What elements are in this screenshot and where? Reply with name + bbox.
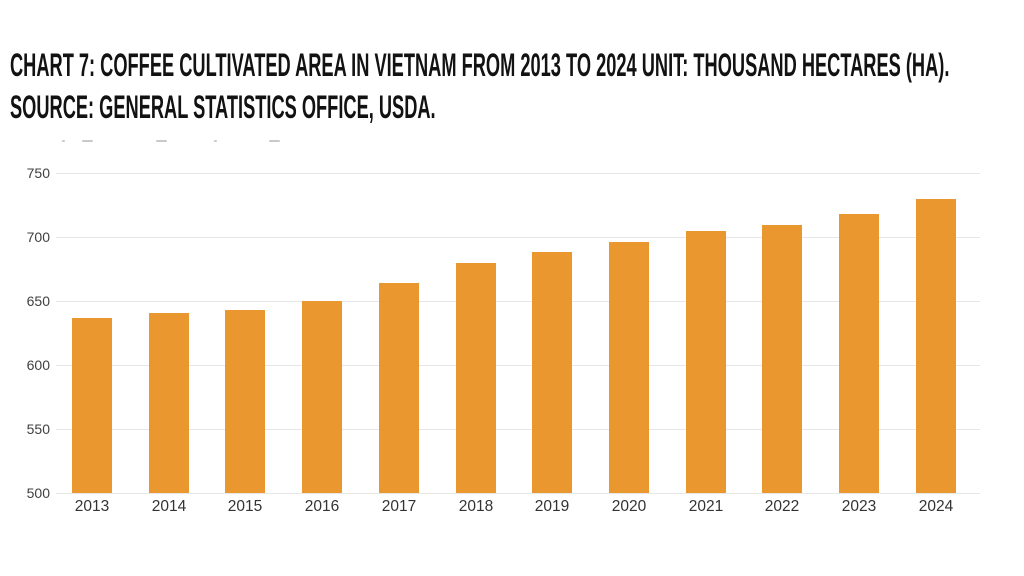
y-tick-label-600: 600 (26, 357, 50, 373)
bar-2017 (379, 283, 419, 493)
gridline-700 (56, 237, 980, 238)
x-tick-label-2021: 2021 (688, 498, 724, 515)
bar-2022 (762, 225, 802, 493)
y-tick-label-650: 650 (26, 293, 50, 309)
x-tick-label-2018: 2018 (458, 498, 494, 515)
bar-2023 (839, 214, 879, 493)
gridline-550 (56, 429, 980, 430)
bar-2014 (149, 313, 189, 493)
y-tick-label-750: 750 (26, 165, 50, 181)
x-tick-label-2017: 2017 (381, 498, 417, 515)
x-tick-label-2019: 2019 (534, 498, 570, 515)
gridline-500 (56, 493, 980, 494)
y-tick-label-700: 700 (26, 229, 50, 245)
gridline-600 (56, 365, 980, 366)
clipped-text-fragment (214, 140, 217, 142)
x-tick-label-2022: 2022 (764, 498, 800, 515)
x-tick-label-2015: 2015 (227, 498, 263, 515)
bar-2013 (72, 318, 112, 493)
bar-2015 (225, 310, 265, 493)
gridline-750 (56, 173, 980, 174)
y-tick-label-550: 550 (26, 421, 50, 437)
bar-2024 (916, 199, 956, 493)
bar-2020 (609, 242, 649, 493)
clipped-text-fragment (269, 140, 280, 142)
x-tick-label-2024: 2024 (918, 498, 954, 515)
page-title: CHART 7: COFFEE CULTIVATED AREA IN VIETN… (10, 44, 1024, 128)
x-tick-label-2023: 2023 (841, 498, 877, 515)
x-tick-label-2016: 2016 (304, 498, 340, 515)
x-tick-label-2020: 2020 (611, 498, 647, 515)
chart-title-line2: SOURCE: GENERAL STATISTICS OFFICE, USDA. (10, 89, 436, 125)
gridline-650 (56, 301, 980, 302)
clipped-text-artifact (0, 140, 1024, 143)
bar-2016 (302, 301, 342, 493)
x-tick-label-2013: 2013 (74, 498, 110, 515)
chart-title-line1: CHART 7: COFFEE CULTIVATED AREA IN VIETN… (10, 47, 950, 83)
x-tick-label-2014: 2014 (151, 498, 187, 515)
bar-2018 (456, 263, 496, 493)
clipped-text-fragment (62, 140, 65, 142)
y-tick-label-500: 500 (26, 485, 50, 501)
bar-2019 (532, 252, 572, 493)
bar-2021 (686, 231, 726, 493)
clipped-text-fragment (156, 140, 167, 142)
clipped-text-fragment (82, 140, 93, 142)
